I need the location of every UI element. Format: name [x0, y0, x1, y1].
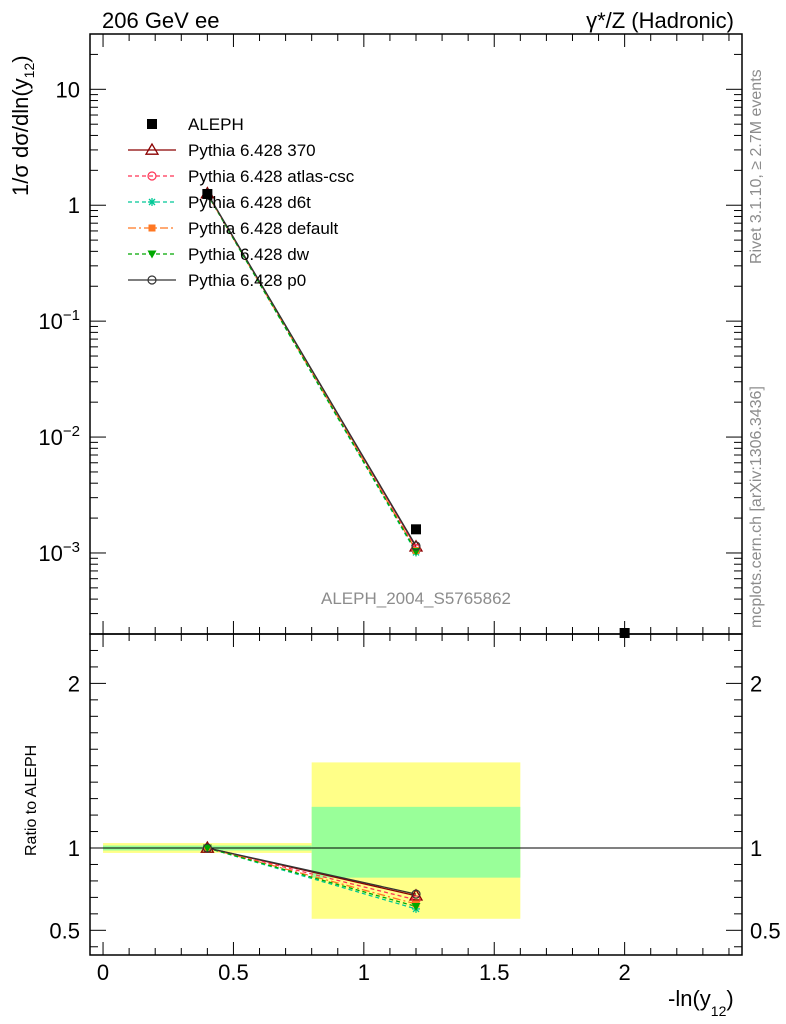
- series-lines: [206, 192, 417, 910]
- x-tick-label: 0: [97, 960, 109, 985]
- ratio-y-tick-label: 1: [68, 836, 80, 861]
- y-tick-label: 10: [56, 77, 80, 102]
- mcplots-label: mcplots.cern.ch [arXiv:1306.3436]: [748, 386, 765, 628]
- legend-label-dw: Pythia 6.428 dw: [188, 245, 310, 264]
- rivet-label: Rivet 3.1.10, ≥ 2.7M events: [748, 69, 765, 264]
- main-series-line-default: [206, 193, 417, 551]
- main-series-line-atlas: [206, 193, 417, 549]
- ratio-y-tick-label: 2: [68, 671, 80, 696]
- legend-marker-data: [147, 119, 157, 129]
- data-point-aleph: [202, 188, 213, 199]
- ratio-series-line-atlas: [207, 847, 417, 901]
- legend-label-data: ALEPH: [188, 115, 244, 134]
- ratio-series-point-p370: [408, 888, 424, 901]
- ratio-series-line-dw: [207, 847, 417, 908]
- main-series-line-p0: [206, 192, 417, 547]
- data-point-aleph: [411, 524, 421, 535]
- legend-label-p0: Pythia 6.428 p0: [188, 271, 306, 290]
- axis-ticks: [90, 33, 742, 955]
- legend: ALEPH Pythia 6.428 370 Pythia 6.428 atlas-…: [128, 115, 355, 290]
- y-tick-label: 1: [68, 193, 80, 218]
- ratio-ylabel: Ratio to ALEPH: [23, 745, 40, 856]
- ratio-series-point-dw: [202, 844, 212, 853]
- legend-marker-d6t: [148, 198, 156, 206]
- ratio-y-tick-label-right: 0.5: [750, 918, 781, 943]
- main-series-point-dw: [411, 547, 421, 556]
- y-tick-label: 10−3: [38, 539, 80, 566]
- ratio-series-line-p0: [207, 847, 417, 895]
- analysis-watermark: ALEPH_2004_S5765862: [321, 589, 511, 608]
- xlabel: -ln(y12): [668, 986, 734, 1019]
- y-tick-label: 10−1: [38, 307, 80, 334]
- legend-marker-dw: [147, 250, 157, 259]
- legend-marker-default: [148, 224, 156, 232]
- ratio-series-point-dw: [411, 902, 421, 911]
- main-series-point-p0: [411, 541, 421, 551]
- y-tick-label: 10−2: [38, 423, 80, 450]
- main-ylabel: 1/σ dσ/dln(y12): [8, 55, 37, 196]
- ratio-bands: [90, 762, 742, 919]
- ratio-band-inner-1: [311, 806, 521, 878]
- x-tick-label: 2: [619, 960, 631, 985]
- legend-marker-p370: [144, 142, 160, 155]
- legend-marker-atlas: [147, 171, 157, 181]
- legend-label-p370: Pythia 6.428 370: [188, 141, 316, 160]
- ratio-y-tick-label-right: 2: [750, 671, 762, 696]
- legend-label-d6t: Pythia 6.428 d6t: [188, 193, 311, 212]
- x-tick-label: 1: [358, 960, 370, 985]
- legend-label-atlas: Pythia 6.428 atlas-csc: [188, 167, 355, 186]
- x-tick-label: 1.5: [479, 960, 510, 985]
- ratio-series-point-p0: [411, 889, 421, 899]
- ratio-series-point-p0: [202, 843, 212, 853]
- ratio-y-tick-label-right: 1: [750, 836, 762, 861]
- series-markers: [200, 186, 630, 913]
- x-tick-label: 0.5: [218, 960, 249, 985]
- ratio-y-tick-label: 0.5: [49, 918, 80, 943]
- header-right: γ*/Z (Hadronic): [586, 8, 734, 33]
- data-point-aleph: [619, 628, 630, 638]
- main-series-line-dw: [206, 193, 417, 552]
- legend-marker-p0: [147, 275, 157, 285]
- legend-label-default: Pythia 6.428 default: [188, 219, 339, 238]
- header-left: 206 GeV ee: [102, 8, 219, 33]
